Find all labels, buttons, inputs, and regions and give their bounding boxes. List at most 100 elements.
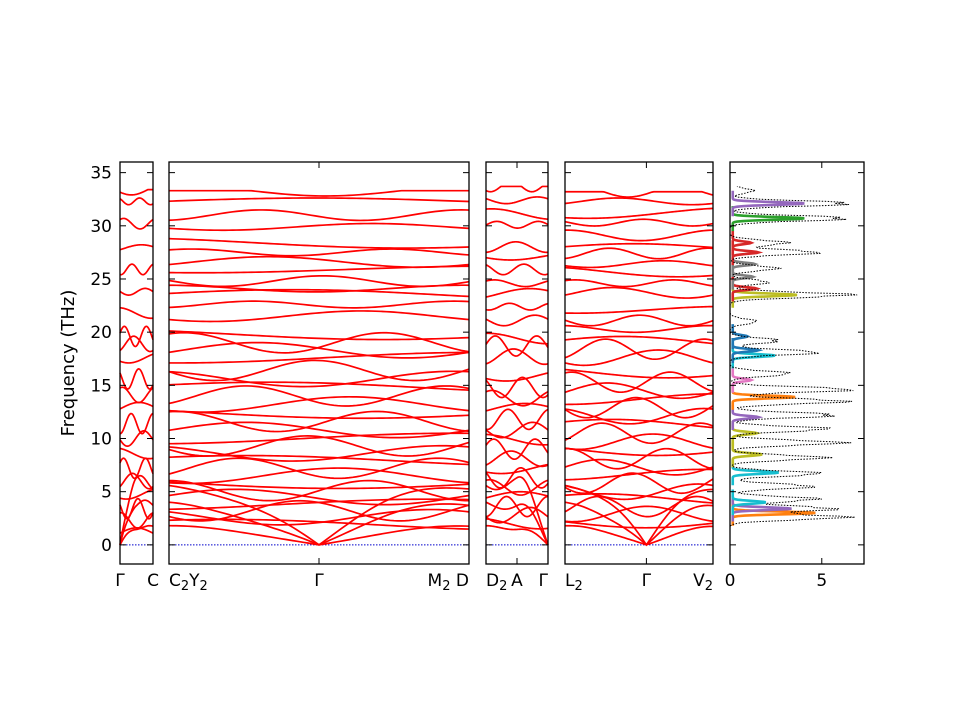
partial-dos-curve (731, 367, 755, 393)
phonon-band (168, 288, 470, 298)
partial-dos-curve (731, 384, 796, 410)
y-tick-label: 15 (90, 376, 112, 396)
phonon-band (485, 495, 549, 518)
phonon-band (168, 330, 470, 341)
phonon-band (485, 463, 549, 475)
phonon-band (485, 263, 549, 276)
phonon-band (485, 490, 549, 499)
phonon-band (485, 196, 549, 205)
band-panel-4: L2 Γ V2 (564, 161, 714, 594)
acoustic-branch (119, 524, 154, 546)
phonon-band (485, 438, 549, 461)
acoustic-branch (485, 524, 549, 546)
partial-dos-curve (731, 405, 764, 430)
y-tick-label: 25 (90, 270, 112, 290)
total-dos-curve (729, 185, 858, 551)
phonon-band (564, 197, 714, 206)
phonon-band (485, 302, 549, 311)
phonon-band (565, 393, 714, 406)
phonon-band (564, 229, 714, 242)
phonon-band (119, 335, 154, 353)
phonon-band (168, 421, 470, 439)
phonon-band (564, 279, 714, 288)
phonon-band (564, 418, 714, 429)
phonon-band (119, 429, 154, 448)
phonon-band (485, 279, 549, 288)
phonon-band (119, 386, 154, 404)
phonon-band (168, 209, 470, 222)
phonon-band (119, 263, 154, 276)
phonon-band (564, 493, 714, 504)
phonon-band (485, 208, 549, 221)
phonon-band (119, 306, 154, 320)
phonon-band (168, 300, 470, 309)
phonon-band (485, 287, 549, 298)
phonon-band (564, 447, 714, 457)
phonon-band (564, 458, 714, 476)
phonon-band (168, 385, 470, 407)
phonon-band (564, 259, 714, 269)
phonon-band (564, 447, 714, 470)
phonon-band (564, 520, 714, 529)
dos-x-tick-label: 5 (816, 571, 827, 591)
phonon-band (564, 468, 714, 481)
phonon-band (119, 368, 154, 390)
phonon-band (564, 396, 714, 419)
x-tick-label-mid: Γ (642, 571, 652, 591)
x-tick-label-end: Γ (539, 571, 549, 591)
x-tick-label-start: C2Y2 (169, 571, 208, 594)
phonon-band (119, 457, 154, 480)
partial-dos-curve (731, 230, 755, 256)
phonon-band (485, 408, 549, 431)
phonon-band (168, 479, 470, 502)
x-tick-label-end: V2 (693, 571, 713, 594)
phonon-band (168, 222, 470, 232)
phonon-band (564, 305, 714, 315)
phonon-band (564, 338, 714, 361)
phonon-band (485, 335, 549, 357)
phonon-band (564, 218, 714, 227)
panel-frame (564, 161, 714, 565)
phonon-band (564, 349, 714, 367)
x-tick-label-start: L2 (565, 571, 583, 594)
phonon-band (168, 359, 470, 382)
dos-x-tick-label: 0 (725, 571, 736, 591)
acoustic-branch (119, 474, 154, 546)
partial-dos-curve (731, 459, 779, 486)
phonon-band (485, 314, 549, 327)
phonon-band (168, 310, 470, 323)
phonon-band (168, 432, 470, 445)
phonon-band (168, 457, 470, 480)
partial-dos-curve (731, 190, 805, 217)
y-tick-label: 5 (101, 483, 112, 503)
phonon-band (485, 220, 549, 229)
acoustic-branch (564, 501, 714, 546)
x-tick-label-start: D2 (486, 571, 507, 594)
phonon-band (119, 353, 154, 364)
phonon-band (485, 506, 549, 524)
phonon-band (119, 197, 154, 206)
phonon-band (564, 324, 714, 334)
phonon-band (168, 237, 470, 249)
phonon-band (168, 341, 470, 359)
acoustic-branch (168, 524, 470, 546)
phonon-band (564, 286, 714, 299)
phonon-band (168, 395, 470, 413)
phonon-band (564, 242, 714, 249)
phonon-band (564, 407, 714, 425)
phonon-band (564, 266, 714, 278)
phonon-band (169, 189, 469, 197)
x-tick-label-end: M2 D (428, 571, 469, 594)
partial-dos-curve (731, 489, 767, 516)
phonon-band (168, 467, 470, 485)
phonon-band (564, 422, 714, 445)
phonon-band (565, 190, 714, 198)
partial-dos-curve (731, 442, 763, 468)
partial-dos-curve (731, 240, 764, 266)
phonon-band (119, 188, 153, 196)
phonon-band (564, 207, 714, 220)
phonon-band (485, 517, 549, 530)
